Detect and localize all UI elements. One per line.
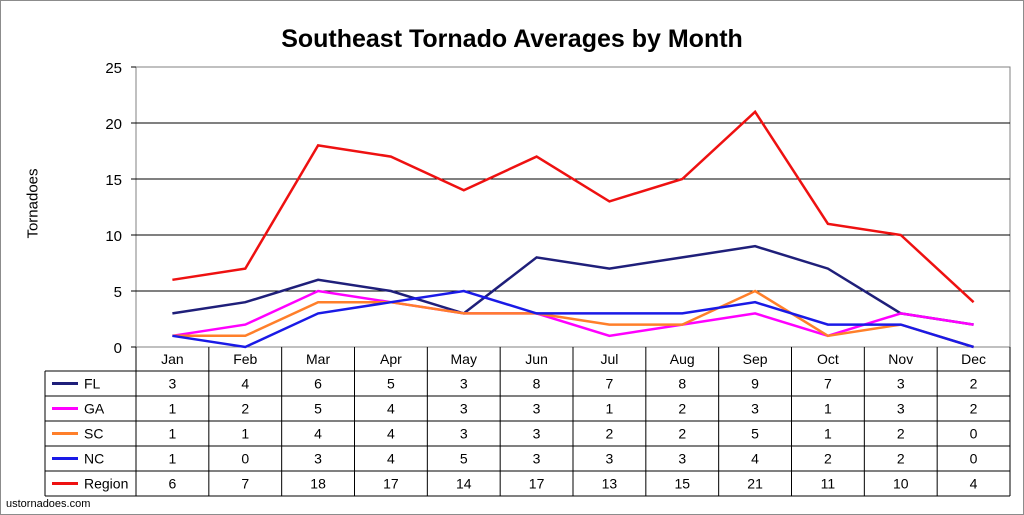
x-tick-label: Dec [961, 351, 986, 367]
table-cell-value: 3 [606, 451, 614, 467]
x-tick-label: Apr [380, 351, 402, 367]
y-tick-label: 0 [114, 340, 122, 357]
table-cell-value: 8 [678, 376, 686, 392]
table-cell-value: 1 [824, 401, 832, 417]
table-cell-value: 7 [606, 376, 614, 392]
table-cell-value: 1 [169, 426, 177, 442]
source-credit: ustornadoes.com [6, 498, 91, 510]
x-tick-label: Mar [306, 351, 330, 367]
table-cell-value: 15 [674, 476, 690, 492]
x-tick-label: May [451, 351, 477, 367]
table-cell-value: 5 [751, 426, 759, 442]
table-cell-value: 2 [678, 401, 686, 417]
table-cell-value: 13 [602, 476, 618, 492]
table-cell-value: 1 [241, 426, 249, 442]
table-cell-value: 18 [310, 476, 326, 492]
table-cell-value: 2 [970, 376, 978, 392]
table-cell-value: 3 [533, 451, 541, 467]
table-cell-value: 3 [897, 401, 905, 417]
table-cell-value: 2 [897, 426, 905, 442]
table-cell-value: 0 [970, 426, 978, 442]
x-tick-label: Nov [888, 351, 913, 367]
y-tick-label: 15 [105, 172, 122, 189]
plot-area [135, 66, 1011, 348]
table-cell-value: 4 [970, 476, 978, 492]
table-cell-value: 4 [241, 376, 249, 392]
x-tick-label: Aug [670, 351, 695, 367]
y-tick-label: 20 [105, 116, 122, 133]
table-cell-value: 1 [606, 401, 614, 417]
table-cell-value: 3 [314, 451, 322, 467]
table-cell-value: 11 [821, 476, 836, 492]
legend-label-fl: FL [84, 376, 101, 392]
table-cell-value: 2 [241, 401, 249, 417]
y-tick-label: 5 [114, 284, 122, 301]
table-cell-value: 6 [169, 476, 177, 492]
table-cell-value: 3 [678, 451, 686, 467]
table-cell-value: 3 [460, 376, 468, 392]
table-cell-value: 4 [387, 451, 395, 467]
table-cell-value: 5 [314, 401, 322, 417]
table-cell-value: 21 [747, 476, 763, 492]
table-cell-value: 2 [897, 451, 905, 467]
legend-label-ga: GA [84, 401, 105, 417]
series-line-ga [172, 289, 974, 338]
table-cell-value: 1 [169, 401, 177, 417]
table-cell-value: 2 [678, 426, 686, 442]
table-cell-value: 17 [383, 476, 399, 492]
table-cell-value: 0 [970, 451, 978, 467]
table-cell-value: 7 [824, 376, 832, 392]
x-tick-label: Oct [817, 351, 839, 367]
table-cell-value: 0 [241, 451, 249, 467]
x-tick-label: Jul [600, 351, 618, 367]
y-tick-label: 25 [105, 60, 122, 77]
table-cell-value: 3 [897, 376, 905, 392]
table-cell-value: 2 [970, 401, 978, 417]
x-tick-label: Jan [161, 351, 184, 367]
chart-title: Southeast Tornado Averages by Month [281, 25, 743, 53]
table-cell-value: 5 [387, 376, 395, 392]
table-cell-value: 17 [529, 476, 545, 492]
table-cell-value: 3 [169, 376, 177, 392]
series-line-nc [172, 289, 974, 349]
table-cell-value: 4 [387, 401, 395, 417]
legend-label-sc: SC [84, 426, 103, 442]
legend-label-nc: NC [84, 451, 104, 467]
table-cell-value: 4 [751, 451, 759, 467]
table-cell-value: 9 [751, 376, 759, 392]
table-cell-value: 10 [893, 476, 909, 492]
table-cell-value: 3 [460, 426, 468, 442]
table-cell-value: 7 [241, 476, 249, 492]
table-cell-value: 1 [824, 426, 832, 442]
table-cell-value: 3 [533, 426, 541, 442]
table-cell-value: 6 [314, 376, 322, 392]
legend-label-region: Region [84, 476, 128, 492]
table-cell-value: 1 [169, 451, 177, 467]
table-cell-value: 8 [533, 376, 541, 392]
table-cell-value: 2 [606, 426, 614, 442]
table-cell-value: 4 [387, 426, 395, 442]
table-cell-value: 5 [460, 451, 468, 467]
table-cell-value: 3 [751, 401, 759, 417]
series-line-sc [172, 289, 974, 349]
table-cell-value: 14 [456, 476, 472, 492]
x-tick-label: Feb [233, 351, 257, 367]
table-cell-value: 3 [533, 401, 541, 417]
x-tick-label: Sep [743, 351, 768, 367]
series-line-region [172, 109, 975, 304]
series-line-fl [172, 244, 974, 326]
table-cell-value: 4 [314, 426, 322, 442]
y-tick-label: 10 [105, 228, 122, 245]
table-cell-value: 2 [824, 451, 832, 467]
table-cell-value: 3 [460, 401, 468, 417]
x-tick-label: Jun [525, 351, 548, 367]
